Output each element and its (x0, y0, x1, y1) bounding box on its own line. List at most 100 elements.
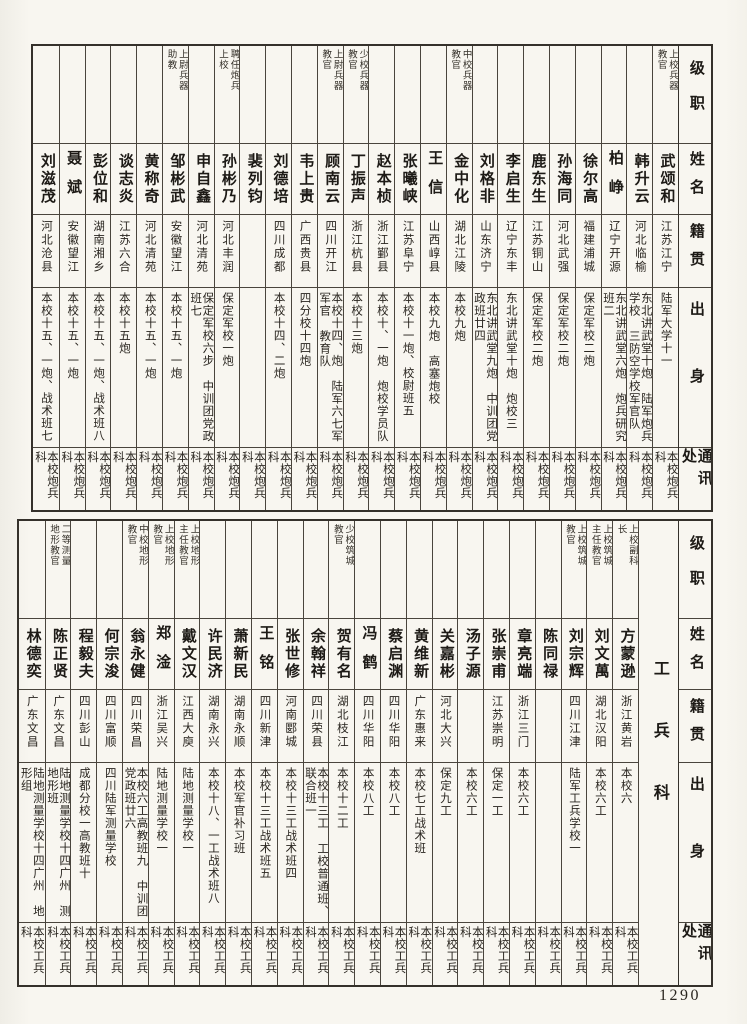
header-label: 籍贯 (687, 698, 704, 754)
native-place-cell: 江苏崇明 (484, 690, 510, 763)
native-place-cell: 四川华阳 (355, 690, 381, 763)
origin-cell: 本校军官补习班 (226, 763, 252, 923)
header-label: 通讯处 (680, 448, 711, 492)
native-place-cell-text: 浙江鄞县 (375, 220, 388, 274)
section-label: 工兵科 (650, 660, 668, 846)
contact-cell-text: 本校炮兵科 (266, 451, 291, 499)
contact-cell: 本校炮兵科 (292, 448, 317, 510)
origin-cell: 本校八工 (355, 763, 381, 923)
contact-cell-text: 本校工兵科 (149, 926, 174, 974)
name-cell: 邹彬武 (163, 144, 188, 215)
name-cell-text: 戴文汉 (179, 627, 196, 681)
name-cell: 柏峥 (601, 144, 627, 215)
contact-cell-text: 本校工兵科 (278, 926, 303, 974)
person-column: 黄维新 广东惠来 本校七工战术班 本校工兵科 (405, 521, 432, 985)
native-place-cell: 四川荣昌 (123, 690, 148, 763)
native-place-cell: 河北沧县 (33, 215, 59, 288)
origin-cell (535, 763, 561, 923)
engineer-roster-table: 级职 姓名 籍贯 出身 通讯处 工兵科 上校副科长 方蒙逊 浙江黄岩 本校六 本校工兵科 上校筑城主任… (16, 519, 713, 987)
native-place-cell: 湖南湘乡 (85, 215, 111, 288)
contact-cell-text: 本校工兵科 (433, 926, 458, 974)
header-label: 姓名 (687, 151, 704, 207)
person-column: 裴列钧 本校炮兵科 (239, 46, 266, 510)
native-place-cell-text: 广东文昌 (25, 695, 38, 749)
header-label: 通讯处 (680, 923, 711, 967)
origin-cell: 本校八工 (381, 763, 406, 923)
contact-cell: 本校工兵科 (304, 923, 329, 985)
origin-cell: 本校十四、炮 陆军六七军军官 教育队 (317, 288, 343, 448)
contact-cell-text: 本校工兵科 (200, 926, 225, 974)
origin-cell-text: 本校十四、二炮 (272, 292, 285, 380)
origin-cell: 本校十五、一炮、战术班七 (33, 288, 59, 448)
origin-cell-text: 本校六 (619, 767, 632, 805)
contact-cell: 本校炮兵科 (395, 448, 420, 510)
contact-cell: 本校炮兵科 (627, 448, 652, 510)
rank-cell-text: 上校筑城教官 (564, 524, 586, 566)
name-cell-text: 许民济 (205, 627, 222, 681)
contact-cell-text: 本校炮兵科 (369, 451, 394, 499)
contact-cell-text: 本校炮兵科 (524, 451, 549, 499)
contact-cell-text: 本校炮兵科 (137, 451, 162, 499)
rank-cell (421, 46, 446, 144)
native-place-cell-text: 浙江黄岩 (619, 695, 632, 749)
contact-cell: 本校炮兵科 (344, 448, 369, 510)
rank-cell-text: 聘任炮兵上校 (217, 49, 239, 91)
contact-cell-text: 本校炮兵科 (60, 451, 85, 499)
rank-cell (18, 521, 45, 619)
native-place-cell-text: 河北武强 (556, 220, 569, 274)
native-place-cell-text: 江苏铜山 (530, 220, 543, 274)
native-place-cell: 四川新津 (252, 690, 277, 763)
origin-cell: 陆地测量学校十四广州 地形组 (18, 763, 45, 923)
name-cell-text: 金中化 (452, 152, 469, 206)
contact-cell: 本校工兵科 (458, 923, 483, 985)
contact-cell-text: 本校炮兵科 (421, 451, 446, 499)
native-place-cell-text: 河北临榆 (633, 220, 646, 274)
origin-cell: 东北讲武堂十炮 陆军炮兵学校 三防空学校军官队 (627, 288, 653, 448)
origin-cell: 本校十五、一炮 (59, 288, 85, 448)
origin-cell: 东北讲武堂十炮 炮校三 (498, 288, 524, 448)
origin-cell: 成都分校一高教班十 (71, 763, 97, 923)
rank-cell (535, 521, 561, 619)
name-cell-text: 孙彬乃 (219, 152, 236, 206)
name-cell-text: 刘滋茂 (38, 152, 55, 206)
origin-cell-text: 本校六工 (593, 767, 606, 817)
person-column: 少校筑城教官 贺有名 湖北枝江 本校十二工 本校工兵科 (328, 521, 355, 985)
section-label-cell: 工兵科 (639, 521, 678, 985)
name-cell: 刘滋茂 (33, 144, 59, 215)
contact-cell-text: 本校工兵科 (381, 926, 406, 974)
contact-cell: 本校工兵科 (329, 923, 354, 985)
contact-cell: 本校工兵科 (484, 923, 509, 985)
origin-cell: 本校六工 (458, 763, 484, 923)
person-column: 张曦峡 江苏阜宁 本校十一炮、校尉班五 本校炮兵科 (394, 46, 421, 510)
name-cell: 李启生 (498, 144, 524, 215)
name-cell: 方蒙逊 (613, 619, 638, 690)
contact-cell: 本校炮兵科 (111, 448, 136, 510)
person-column: 刘格非 山东济宁 东北讲武堂九炮 中训团党政班廿四 本校炮兵科 (471, 46, 498, 510)
name-cell-text: 翁永健 (128, 627, 145, 681)
contact-cell-text: 本校工兵科 (510, 926, 535, 974)
rank-cell (266, 46, 292, 144)
native-place-cell-text: 辽宁开源 (608, 220, 621, 274)
header-label: 级职 (687, 59, 704, 130)
native-place-cell: 河北临榆 (627, 215, 653, 288)
person-column: 刘滋茂河北沧县 本校十五、一炮、战术班七 本校炮兵科 (33, 46, 59, 510)
native-place-cell: 江苏阜宁 (395, 215, 421, 288)
contact-cell-text: 本校炮兵科 (189, 451, 214, 499)
native-place-cell-text: 四川富顺 (103, 695, 116, 749)
rank-cell (381, 521, 406, 619)
origin-cell-text: 成都分校一高教班十 (77, 767, 90, 880)
name-cell: 武颂和 (653, 144, 678, 215)
rank-cell-text: 上校副科长 (615, 524, 637, 566)
rank-cell (550, 46, 575, 144)
contact-cell-text: 本校炮兵科 (498, 451, 523, 499)
person-column: 柏峥 辽宁开源 东北讲武堂六炮 炮兵研究班二 本校炮兵科 (600, 46, 627, 510)
native-place-cell: 江苏江宁 (653, 215, 678, 288)
name-cell-text: 关嘉彬 (437, 627, 454, 681)
contact-cell-text: 本校炮兵科 (111, 451, 136, 499)
origin-cell: 保定军校二炮 (524, 288, 550, 448)
native-place-cell: 浙江杭县 (343, 215, 369, 288)
contact-cell: 本校炮兵科 (33, 448, 59, 510)
contact-cell-text: 本校炮兵科 (550, 451, 575, 499)
name-cell: 汤子源 (458, 619, 484, 690)
person-column: 关嘉彬 河北大兴 保定九工 本校工兵科 (431, 521, 458, 985)
